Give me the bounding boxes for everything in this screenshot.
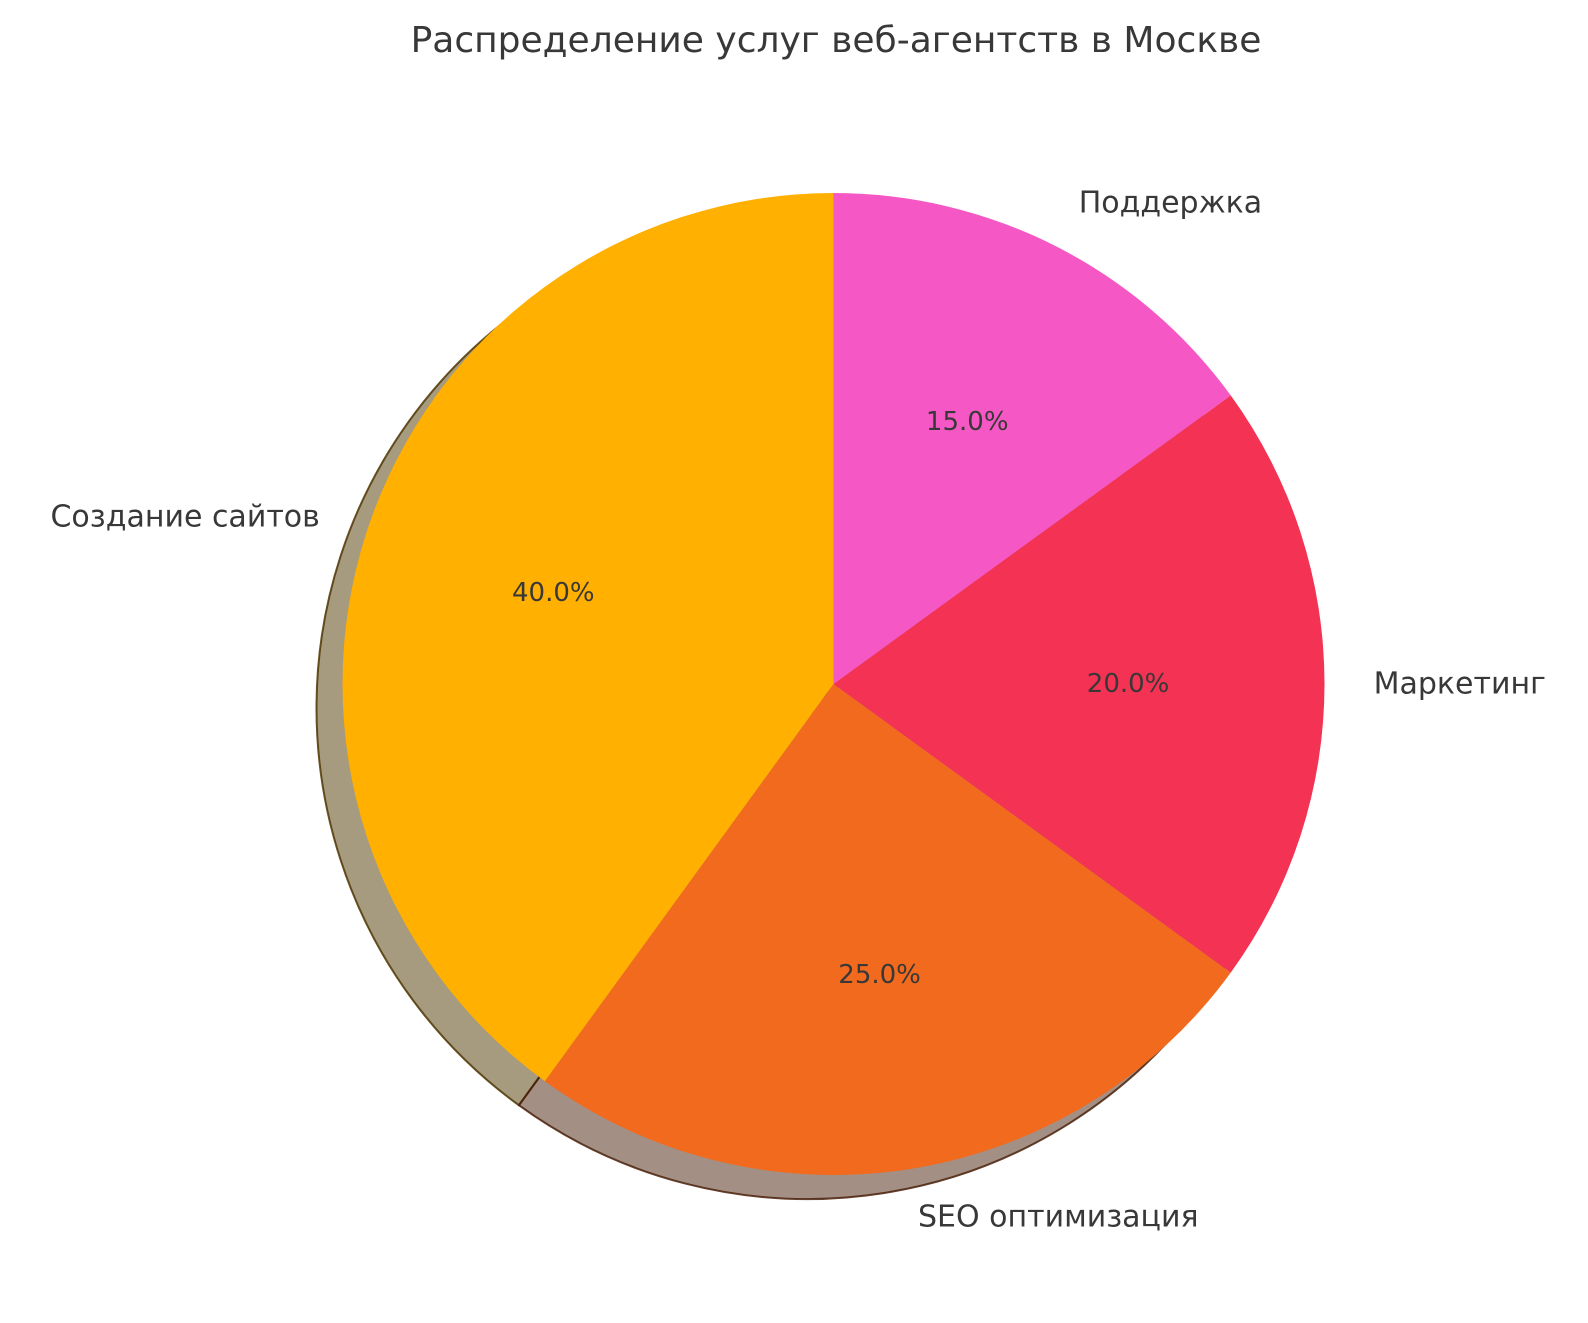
slice-label-0: Создание сайтов (50, 499, 320, 535)
slice-label-2: Маркетинг (1373, 666, 1546, 702)
slice-label-3: Поддержка (1078, 185, 1263, 221)
pie-slice-1 (544, 684, 1231, 1175)
slice-pct-0: 40.0% (512, 577, 595, 608)
pie-wedge-group (342, 193, 1325, 1175)
slice-pct-1: 25.0% (838, 959, 921, 990)
chart-title: Распределение услуг веб-агентств в Москв… (410, 20, 1262, 61)
slice-pct-2: 20.0% (1086, 669, 1170, 699)
pie-slice-0 (342, 193, 834, 1082)
slice-label-1: SEO оптимизация (917, 1199, 1199, 1235)
pie-slice-2 (833, 395, 1325, 973)
pie-slice-3 (833, 193, 1231, 684)
slice-pct-3: 15.0% (925, 406, 1009, 437)
